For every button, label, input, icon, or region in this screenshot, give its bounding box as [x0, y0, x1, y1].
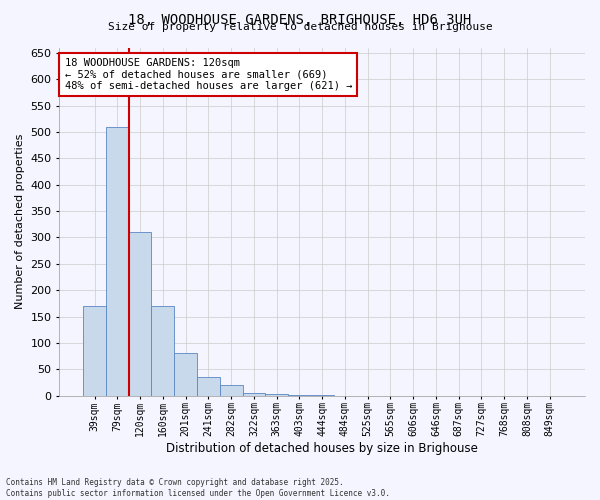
Bar — [174, 354, 197, 396]
Bar — [129, 232, 151, 396]
Bar — [311, 395, 334, 396]
Bar — [242, 393, 265, 396]
Text: Contains HM Land Registry data © Crown copyright and database right 2025.
Contai: Contains HM Land Registry data © Crown c… — [6, 478, 390, 498]
Bar — [288, 395, 311, 396]
Bar — [83, 306, 106, 396]
Text: 18 WOODHOUSE GARDENS: 120sqm
← 52% of detached houses are smaller (669)
48% of s: 18 WOODHOUSE GARDENS: 120sqm ← 52% of de… — [65, 58, 352, 91]
Bar — [265, 394, 288, 396]
Text: Size of property relative to detached houses in Brighouse: Size of property relative to detached ho… — [107, 22, 493, 32]
Bar — [151, 306, 174, 396]
Text: 18, WOODHOUSE GARDENS, BRIGHOUSE, HD6 3UH: 18, WOODHOUSE GARDENS, BRIGHOUSE, HD6 3U… — [128, 12, 472, 26]
Y-axis label: Number of detached properties: Number of detached properties — [15, 134, 25, 310]
Bar — [197, 377, 220, 396]
Bar — [106, 126, 129, 396]
X-axis label: Distribution of detached houses by size in Brighouse: Distribution of detached houses by size … — [166, 442, 478, 455]
Bar — [220, 385, 242, 396]
